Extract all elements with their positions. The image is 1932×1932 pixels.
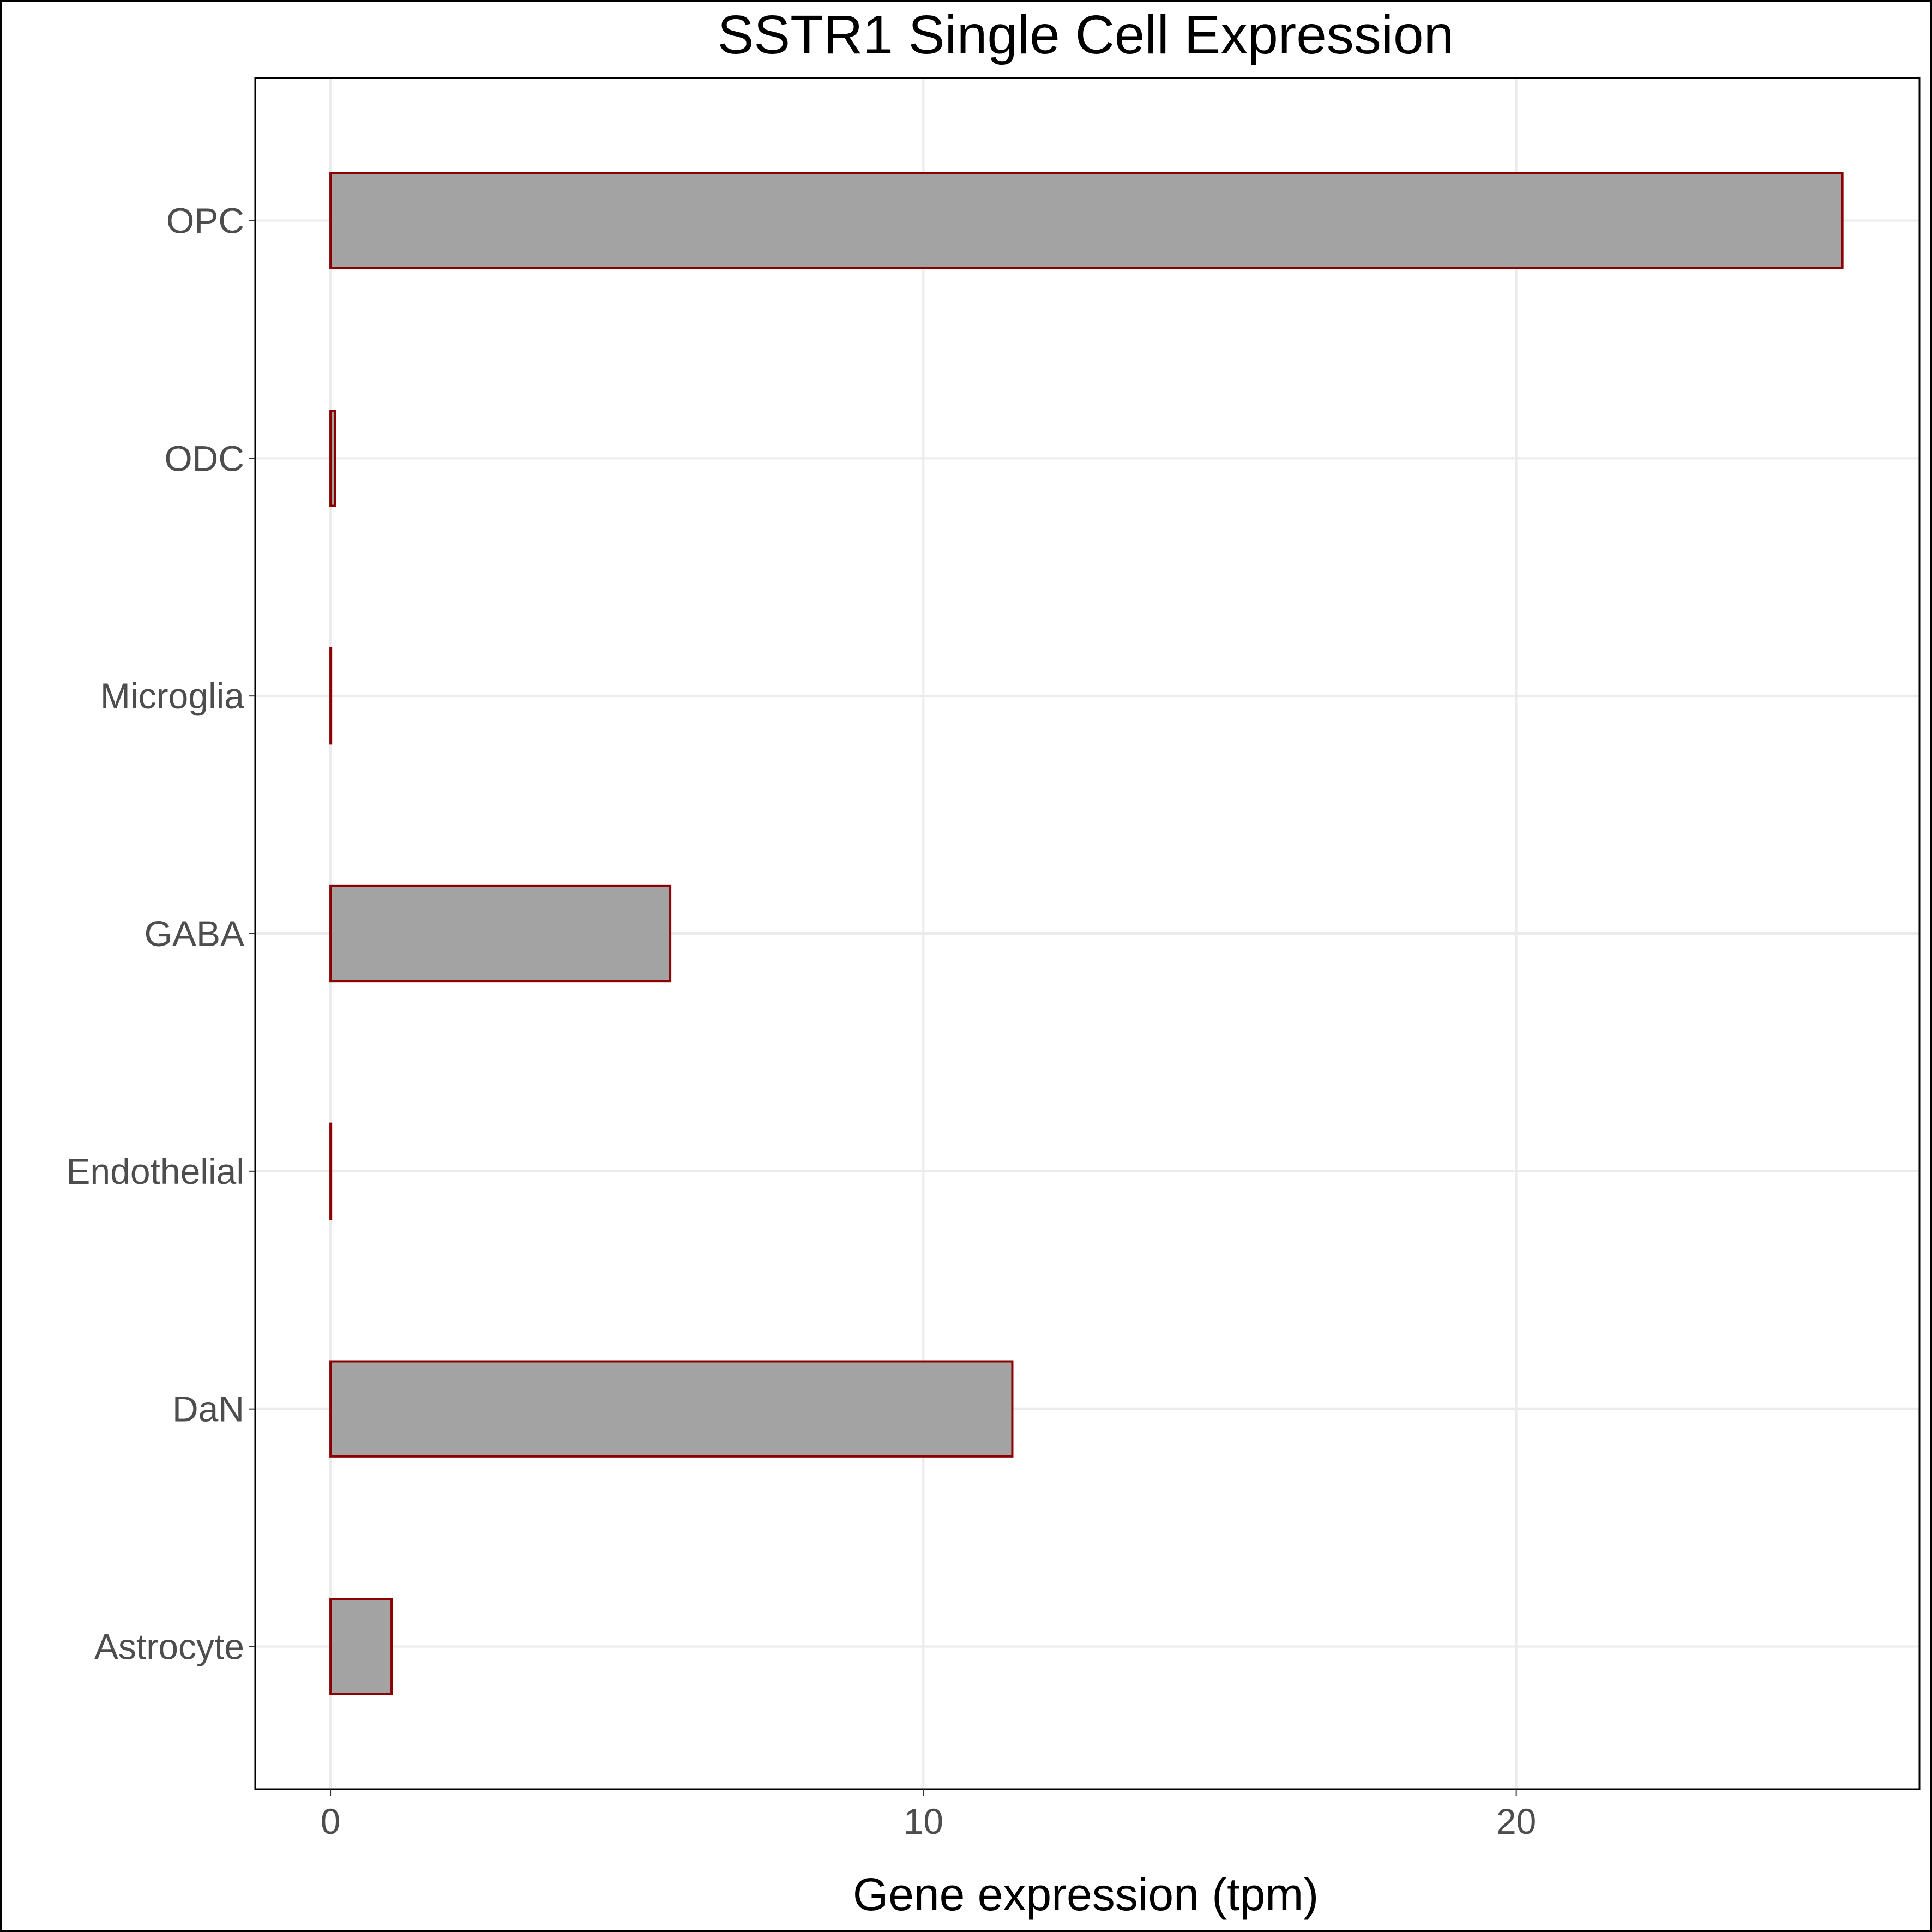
y-tick-label: Microglia (100, 676, 244, 716)
bar-odc (329, 410, 336, 507)
y-axis-ticks: Astrocyte DaN Endothelial GABA Microglia ODC O… (66, 201, 255, 1667)
chart-title: SSTR1 Single Cell Expression (718, 4, 1454, 65)
x-tick-label: 0 (321, 1801, 341, 1841)
bar-astrocyte (329, 1598, 393, 1695)
y-tick-label: ODC (164, 438, 244, 478)
bar-opc (329, 172, 1844, 269)
y-tick-label: Astrocyte (94, 1627, 244, 1667)
x-tick-label: 20 (1496, 1801, 1536, 1841)
x-axis-title: Gene expression (tpm) (853, 1869, 1319, 1920)
y-tick-label: DaN (172, 1389, 244, 1429)
y-tick-label: Endothelial (66, 1151, 244, 1191)
y-tick-label: OPC (166, 201, 244, 241)
bar-microglia (329, 647, 333, 745)
x-tick-label: 10 (904, 1801, 943, 1841)
bar-gaba (329, 884, 672, 983)
bars (329, 172, 1844, 1695)
bar-dan (329, 1360, 1014, 1458)
bar-endothelial (329, 1122, 333, 1220)
y-tick-label: GABA (145, 913, 244, 954)
x-axis-ticks: 0 10 20 (321, 1789, 1536, 1841)
